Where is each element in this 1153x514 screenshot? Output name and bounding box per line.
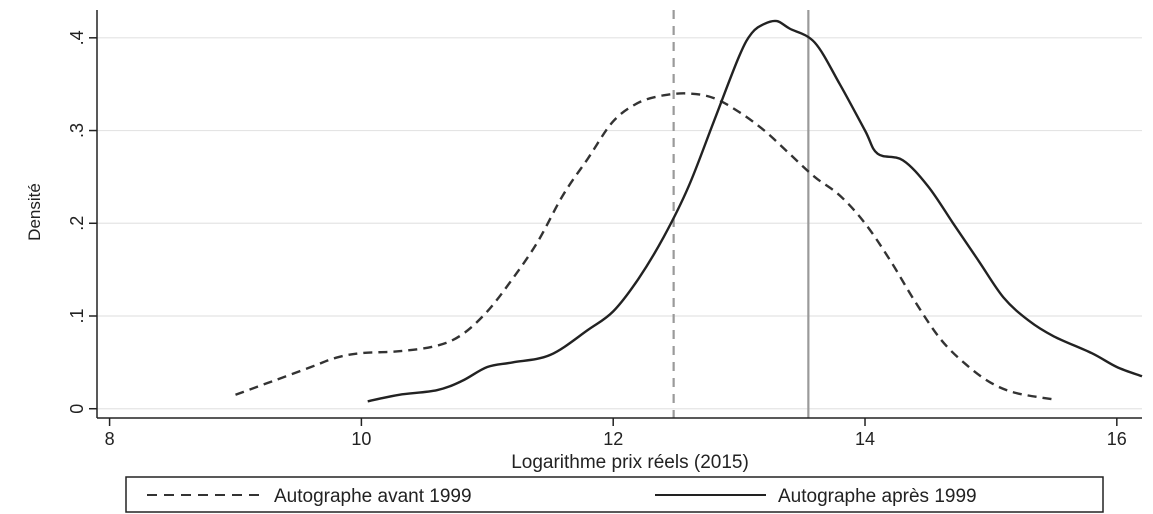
y-tick-label-0: 0 bbox=[67, 404, 87, 414]
y-tick-label-4: .4 bbox=[67, 30, 87, 45]
grid-layer bbox=[97, 37, 1142, 410]
y-tick-label-2: .2 bbox=[67, 216, 87, 231]
legend-label-apres: Autographe après 1999 bbox=[778, 486, 977, 507]
x-tick-label-2: 12 bbox=[603, 429, 623, 449]
x-tick-label-4: 16 bbox=[1107, 429, 1127, 449]
ticks-layer: 0 .1 .2 .3 .4 8 10 12 14 16 bbox=[67, 30, 1127, 449]
reference-lines bbox=[672, 10, 810, 418]
x-axis-title: Logarithme prix réels (2015) bbox=[511, 452, 749, 473]
legend-box bbox=[125, 476, 1104, 513]
y-axis-title: Densité bbox=[25, 183, 44, 241]
y-tick-label-3: .3 bbox=[67, 123, 87, 138]
legend: Autographe avant 1999 Autographe après 1… bbox=[125, 476, 1104, 513]
series-line-0 bbox=[235, 92, 1055, 401]
legend-label-avant: Autographe avant 1999 bbox=[274, 486, 472, 507]
x-tick-label-1: 10 bbox=[351, 429, 371, 449]
series-line-1 bbox=[367, 19, 1143, 403]
axes-layer bbox=[96, 10, 1142, 419]
x-tick-label-0: 8 bbox=[105, 429, 115, 449]
series-layer bbox=[235, 19, 1143, 403]
y-tick-label-1: .1 bbox=[67, 308, 87, 323]
x-tick-label-3: 14 bbox=[855, 429, 875, 449]
